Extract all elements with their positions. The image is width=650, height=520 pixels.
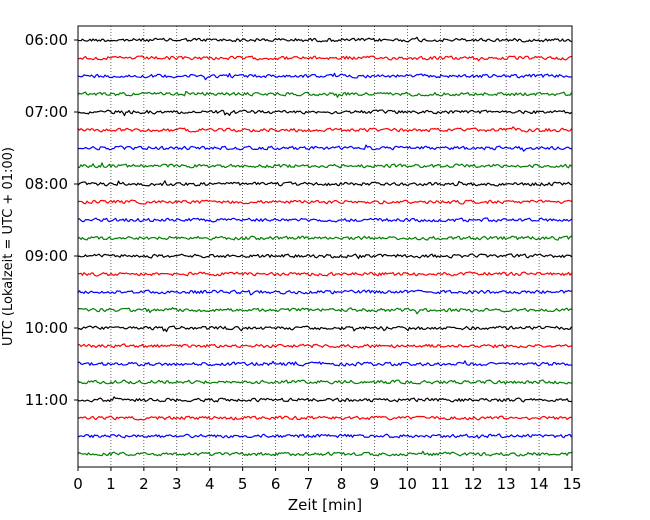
y-tick-label-0800: 08:00 [25,175,68,193]
x-tick-label-1: 1 [106,475,116,493]
y-tick-label-0600: 06:00 [25,31,68,49]
x-tick-label-11: 11 [431,475,450,493]
x-tick-label-13: 13 [497,475,516,493]
trace-0700 [77,109,572,117]
plot-frame [77,25,573,468]
trace-0830 [77,217,572,223]
y-tick-label-0900: 09:00 [25,247,68,265]
trace-0745 [77,162,572,169]
trace-1100 [77,396,572,403]
trace-0845 [77,235,572,241]
trace-0900 [77,253,572,260]
x-tick-label-12: 12 [464,475,483,493]
x-tick-label-10: 10 [398,475,417,493]
trace-1130 [77,433,573,439]
x-tick-label-9: 9 [370,475,380,493]
seismic-traces [77,36,573,457]
y-tick-label-1000: 10:00 [25,319,68,337]
trace-0615 [77,55,572,62]
trace-0630 [77,72,572,81]
trace-0600 [77,36,572,43]
x-tick-label-8: 8 [337,475,347,493]
y-tick-label-0700: 07:00 [25,103,68,121]
trace-1145 [77,450,572,457]
trace-0715 [77,126,572,133]
x-axis-ticks: 0 1 2 3 4 5 6 7 8 9 10 11 12 13 14 15 [73,467,582,493]
x-tick-label-7: 7 [304,475,314,493]
trace-1045 [77,379,572,385]
y-tick-label-1100: 11:00 [25,391,68,409]
trace-0945 [77,307,572,315]
trace-0815 [77,199,572,205]
x-tick-label-14: 14 [530,475,549,493]
x-tick-label-15: 15 [562,475,581,493]
y-axis-label: UTC (Lokalzeit = UTC + 01:00) [1,147,16,346]
trace-0930 [77,289,572,296]
x-tick-label-0: 0 [73,475,83,493]
y-axis-ticks: 06:00 07:00 08:00 09:00 10:00 11:00 [25,31,78,409]
x-tick-label-3: 3 [172,475,182,493]
x-tick-label-4: 4 [205,475,215,493]
trace-0730 [77,144,572,152]
trace-0800 [77,180,572,187]
trace-1115 [77,415,572,421]
trace-0915 [77,271,572,277]
x-tick-label-5: 5 [238,475,248,493]
trace-1030 [77,360,572,367]
x-tick-label-2: 2 [139,475,149,493]
x-axis-label: Zeit [min] [288,496,362,514]
x-tick-label-6: 6 [271,475,281,493]
trace-1015 [77,343,572,349]
trace-1000 [77,325,573,333]
trace-0645 [77,90,573,98]
